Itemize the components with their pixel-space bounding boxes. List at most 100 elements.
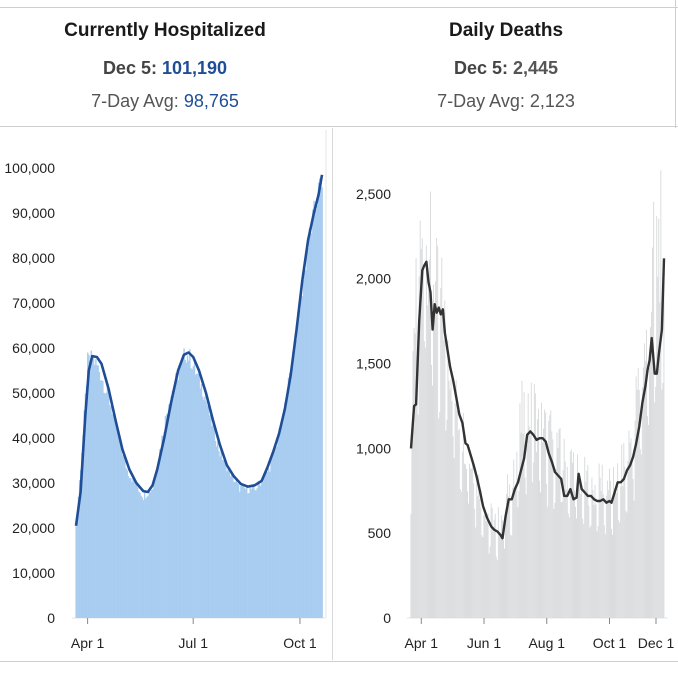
- hospitalized-bar: [105, 392, 108, 618]
- deaths-bar: [643, 343, 645, 618]
- deaths-bar: [504, 548, 505, 618]
- hospitalized-bar: [257, 481, 260, 618]
- hospitalized-bar: [252, 485, 255, 618]
- deaths-bar: [571, 462, 573, 618]
- deaths-bar: [566, 466, 568, 618]
- deaths-bar: [478, 474, 480, 618]
- deaths-bar: [590, 525, 592, 618]
- deaths-bar: [579, 473, 581, 618]
- deaths-y-tick: 500: [368, 525, 392, 541]
- hospitalized-bar: [247, 493, 249, 618]
- hospitalized-bar: [243, 487, 246, 618]
- deaths-bar: [466, 468, 467, 618]
- deaths-title: Daily Deaths: [448, 20, 564, 41]
- deaths-y-tick: 1,000: [356, 440, 391, 456]
- deaths-avg-line: [409, 258, 666, 540]
- deaths-bar: [586, 470, 588, 618]
- deaths-bar: [430, 191, 431, 618]
- hospitalized-bar: [154, 475, 156, 618]
- deaths-x-tick: Oct 1: [593, 635, 627, 651]
- hospitalized-bar: [148, 490, 150, 618]
- hospitalized-bar: [269, 471, 271, 618]
- deaths-bar: [625, 510, 627, 618]
- hospitalized-bar: [194, 374, 197, 618]
- deaths-bar: [527, 393, 529, 618]
- hospitalized-bar: [254, 489, 256, 618]
- deaths-bar: [492, 531, 494, 618]
- deaths-bar: [562, 470, 564, 618]
- hospitalized-latest-value: 101,190: [161, 58, 228, 78]
- deaths-bar: [482, 537, 484, 618]
- deaths-bar: [542, 442, 544, 618]
- hospitalized-bar: [245, 485, 248, 618]
- hospitalized-y-tick: 30,000: [12, 475, 55, 491]
- hospitalized-bar: [100, 380, 103, 618]
- hospitalized-bar: [116, 428, 118, 618]
- hospitalized-bar: [112, 413, 115, 618]
- deaths-y-tick: 2,500: [356, 186, 391, 202]
- deaths-bar: [458, 428, 460, 618]
- deaths-bar: [502, 520, 503, 618]
- deaths-bar: [536, 419, 538, 618]
- deaths-bar: [543, 428, 545, 618]
- deaths-bar: [654, 402, 656, 618]
- deaths-bar: [474, 508, 476, 618]
- deaths-bar: [594, 484, 596, 618]
- deaths-bar: [642, 367, 644, 618]
- deaths-bar: [633, 500, 635, 618]
- hospitalized-bar: [262, 481, 264, 618]
- hospitalized-bar: [153, 482, 155, 618]
- deaths-bar: [423, 341, 425, 618]
- deaths-bar: [604, 533, 606, 618]
- deaths-bar: [557, 447, 559, 618]
- hospitalized-bar: [189, 349, 191, 618]
- hospitalized-bar: [239, 491, 241, 618]
- hospitalized-bar: [270, 459, 272, 618]
- hospitalized-bar: [76, 512, 79, 618]
- hospitalized-bar: [264, 472, 267, 618]
- deaths-bar: [561, 501, 563, 618]
- hospitalized-bar: [155, 472, 157, 618]
- hospitalized-bar: [223, 458, 226, 618]
- deaths-bar: [434, 315, 436, 618]
- deaths-bar: [506, 493, 508, 618]
- hospitalized-bar: [191, 369, 193, 618]
- deaths-bar: [629, 442, 631, 618]
- deaths-bar: [576, 518, 577, 618]
- hospitalized-bar: [244, 488, 247, 618]
- hospitalized-bar: [212, 423, 214, 618]
- hospitalized-bar: [145, 498, 147, 618]
- deaths-bar: [456, 410, 458, 618]
- hospitalized-bar: [210, 411, 212, 618]
- deaths-bar: [646, 329, 647, 618]
- deaths-bar: [459, 489, 461, 618]
- deaths-bar: [606, 480, 608, 618]
- deaths-latest: Dec 5: 2,445: [336, 58, 676, 79]
- hospitalized-bar: [192, 366, 195, 618]
- hospitalized-bar: [225, 460, 227, 618]
- deaths-bar: [532, 462, 534, 618]
- hospitalized-bar: [216, 441, 219, 618]
- deaths-bar: [616, 492, 618, 618]
- hospitalized-bar: [220, 450, 222, 618]
- deaths-bar: [634, 420, 636, 618]
- hospitalized-bar: [222, 460, 225, 618]
- deaths-bar: [636, 389, 638, 618]
- hospitalized-bar: [307, 248, 309, 619]
- deaths-bar: [588, 505, 590, 618]
- deaths-bar: [659, 302, 661, 618]
- hospitalized-bar: [255, 490, 257, 618]
- hospitalized-bar: [293, 352, 296, 618]
- hospitalized-bar: [181, 358, 183, 618]
- hospitalized-bar: [301, 296, 304, 618]
- hospitalized-bar: [304, 268, 306, 618]
- deaths-bar: [513, 459, 515, 618]
- deaths-bar: [418, 276, 420, 618]
- deaths-bar: [479, 499, 481, 618]
- hospitalized-bar: [316, 205, 319, 618]
- hospitalized-bar: [90, 350, 92, 618]
- deaths-x-tick: Jun 1: [467, 635, 501, 651]
- hospitalized-bar: [95, 359, 97, 618]
- hospitalized-bar: [99, 380, 102, 618]
